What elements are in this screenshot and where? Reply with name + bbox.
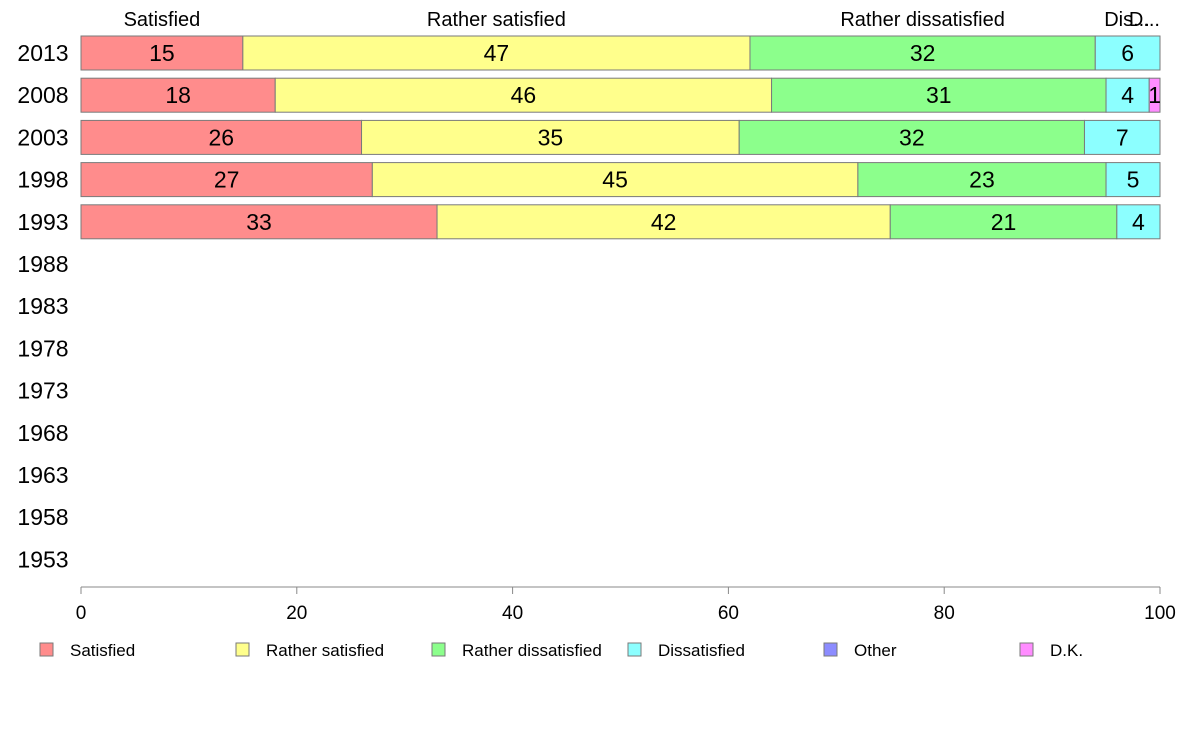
legend-label: Rather dissatisfied bbox=[462, 641, 602, 660]
bar-value-label: 7 bbox=[1116, 124, 1129, 150]
legend-swatch bbox=[39, 642, 54, 657]
x-axis: 0 20 40 60 80 100 bbox=[76, 586, 1176, 624]
top-category-labels: Satisfied Rather satisfied Rather dissatis… bbox=[124, 9, 1160, 31]
bar-segment bbox=[436, 204, 891, 240]
year-label: 1978 bbox=[17, 335, 68, 361]
bar-value-label: 4 bbox=[1121, 82, 1134, 108]
bar-value-label: 4 bbox=[1132, 209, 1145, 235]
bar-segment bbox=[738, 119, 1085, 155]
year-label: 1968 bbox=[17, 420, 68, 446]
bar-segment bbox=[274, 77, 773, 113]
x-tick-label: 100 bbox=[1144, 603, 1176, 624]
bar-segment bbox=[371, 162, 859, 198]
bar-value-label: 45 bbox=[602, 167, 628, 193]
bar-value-label: 33 bbox=[246, 209, 272, 235]
bar-value-label: 1 bbox=[1148, 82, 1161, 108]
bar-value-label: 42 bbox=[651, 209, 677, 235]
bar-value-label: 35 bbox=[538, 124, 564, 150]
top-category-label: Rather satisfied bbox=[427, 9, 566, 31]
year-label: 1963 bbox=[17, 462, 68, 488]
bar-value-label: 15 bbox=[149, 40, 175, 66]
legend-swatch bbox=[235, 642, 250, 657]
year-label: 1988 bbox=[17, 251, 68, 277]
bar-value-label: 18 bbox=[165, 82, 191, 108]
bar-segment bbox=[1105, 162, 1161, 198]
bar-segment bbox=[1105, 77, 1150, 113]
top-category-label: Rather dissatisfied bbox=[840, 9, 1005, 31]
bar-value-label: 32 bbox=[899, 124, 925, 150]
legend-label: Rather satisfied bbox=[266, 641, 384, 660]
bar-value-label: 27 bbox=[214, 167, 240, 193]
bar-value-label: 5 bbox=[1127, 167, 1140, 193]
bar-segment bbox=[80, 77, 276, 113]
top-category-label: Dis... bbox=[1104, 9, 1150, 31]
legend-label: Other bbox=[854, 641, 897, 660]
year-label: 1953 bbox=[17, 546, 68, 572]
legend-swatch bbox=[431, 642, 446, 657]
x-tick-label: 20 bbox=[286, 603, 307, 624]
bar-segment bbox=[771, 77, 1107, 113]
legend-swatch bbox=[627, 642, 642, 657]
top-category-label: Satisfied bbox=[124, 9, 201, 31]
legend-label: Satisfied bbox=[70, 641, 135, 660]
bar-value-label: 46 bbox=[511, 82, 537, 108]
legend-label: D.K. bbox=[1050, 641, 1083, 660]
x-tick-label: 80 bbox=[934, 603, 955, 624]
bar-segment bbox=[857, 162, 1107, 198]
bar-segment bbox=[80, 119, 363, 155]
bar-segment bbox=[1116, 204, 1161, 240]
bars: 15 47 32 618 46 31 4 126 35 32 727 45 23 533 42 21 4 bbox=[80, 35, 1161, 240]
year-label: 1973 bbox=[17, 378, 68, 404]
bar-value-label: 26 bbox=[208, 124, 234, 150]
legend-swatch bbox=[823, 642, 838, 657]
x-tick-label: 60 bbox=[718, 603, 739, 624]
bar-segment bbox=[1148, 77, 1161, 113]
bar-value-label: 21 bbox=[991, 209, 1017, 235]
x-tick-label: 0 bbox=[76, 603, 87, 624]
year-axis-labels: 2013 2008 2003 1998 1993 1988 1983 1978 1973 1968… bbox=[17, 40, 68, 572]
bar-value-label: 32 bbox=[910, 40, 936, 66]
bar-value-label: 31 bbox=[926, 82, 952, 108]
year-label: 1993 bbox=[17, 209, 68, 235]
x-tick-label: 40 bbox=[502, 603, 523, 624]
year-label: 1958 bbox=[17, 504, 68, 530]
legend-swatch bbox=[1019, 642, 1034, 657]
year-label: 2013 bbox=[17, 40, 68, 66]
legend: Satisfied Rather satisfied Rather dissatis… bbox=[39, 641, 1083, 660]
top-category-label: D... bbox=[1129, 9, 1160, 31]
year-label: 1983 bbox=[17, 293, 68, 319]
year-label: 1998 bbox=[17, 167, 68, 193]
bar-segment bbox=[242, 35, 751, 71]
year-label: 2008 bbox=[17, 82, 68, 108]
bar-value-label: 47 bbox=[484, 40, 510, 66]
bar-segment bbox=[80, 162, 373, 198]
bar-segment bbox=[1083, 119, 1161, 155]
bar-segment bbox=[889, 204, 1118, 240]
legend-label: Dissatisfied bbox=[658, 641, 745, 660]
bar-value-label: 6 bbox=[1121, 40, 1134, 66]
bar-segment bbox=[80, 204, 438, 240]
bar-segment bbox=[1094, 35, 1161, 71]
bar-value-label: 23 bbox=[969, 167, 995, 193]
year-label: 2003 bbox=[17, 124, 68, 150]
